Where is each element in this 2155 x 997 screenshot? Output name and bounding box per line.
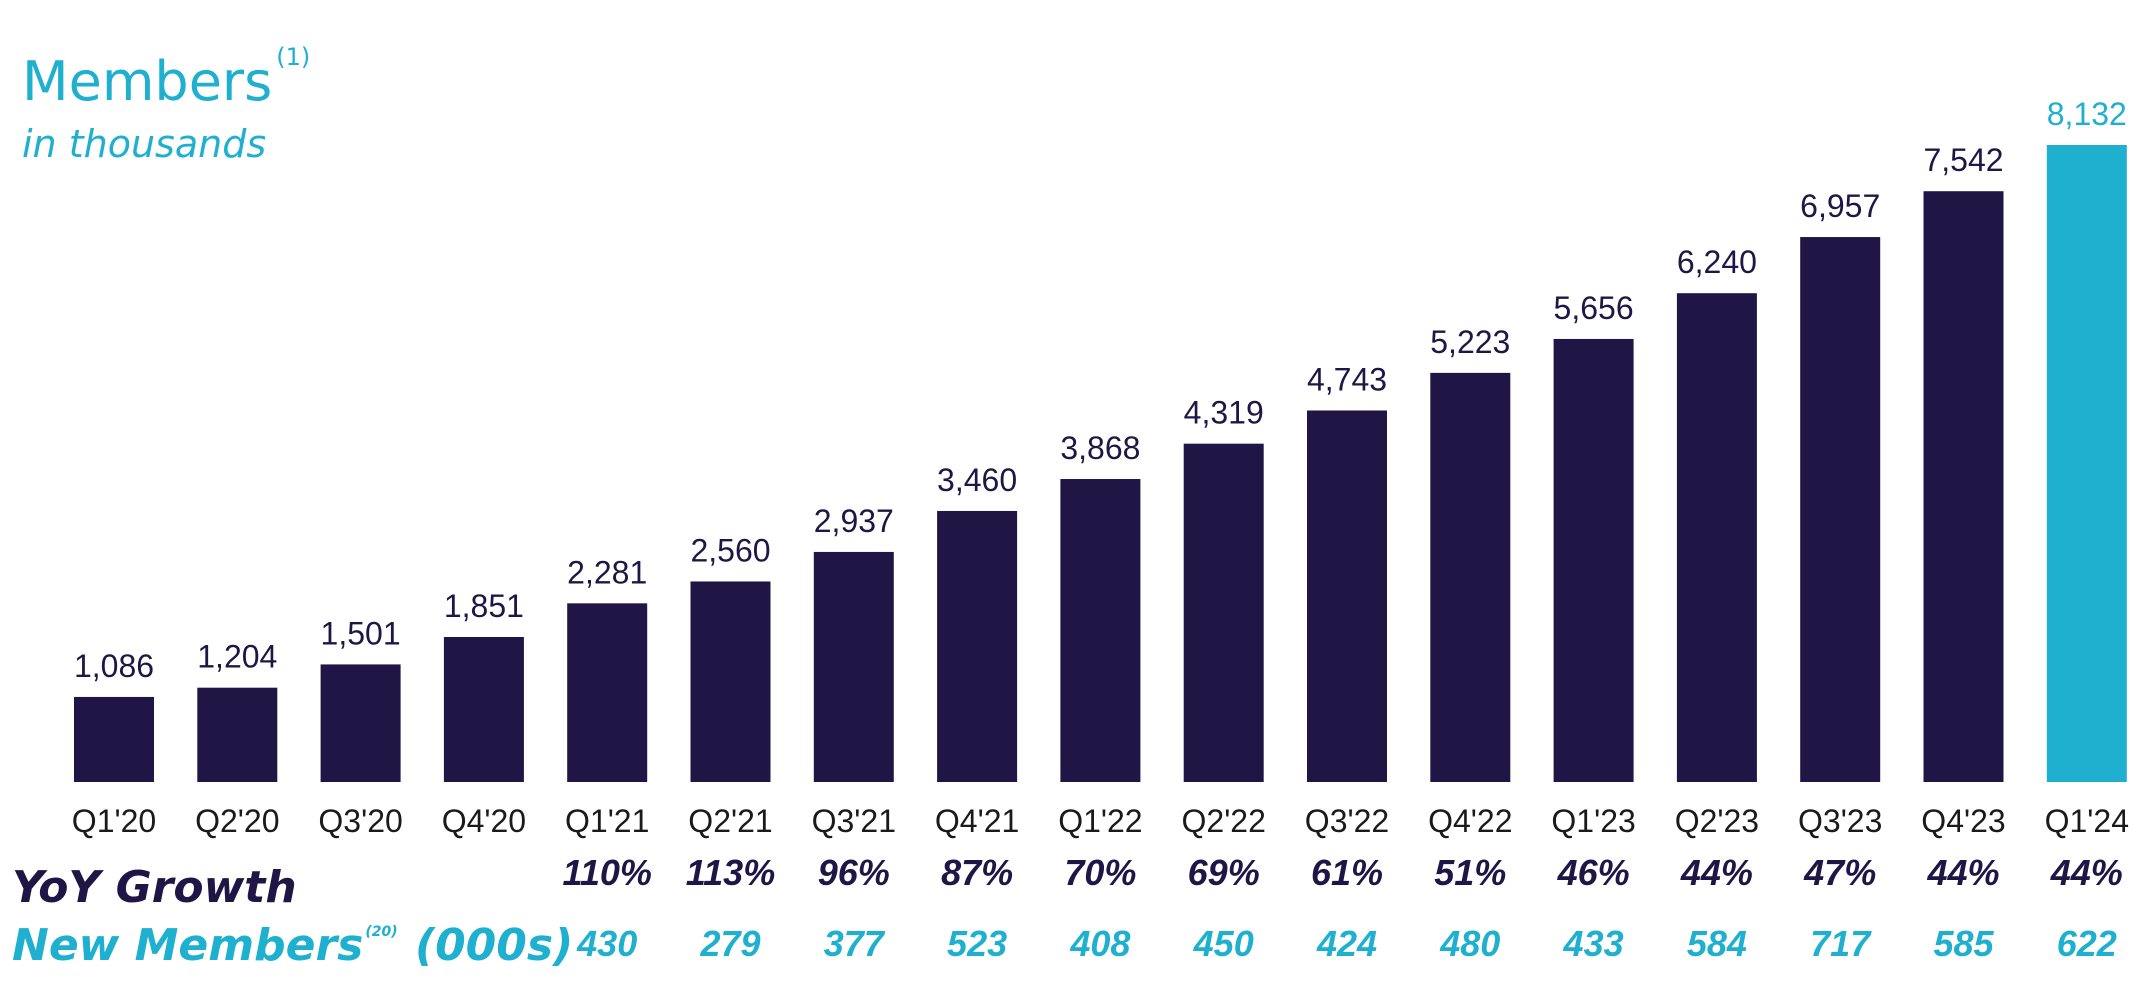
new-members-5: 279	[699, 923, 760, 964]
title-footnote: (1)	[276, 43, 311, 71]
yoy-growth-16: 44%	[2050, 852, 2123, 893]
value-label-10: 4,743	[1307, 361, 1387, 397]
yoy-growth-15: 44%	[1926, 852, 1999, 893]
value-label-9: 4,319	[1184, 395, 1264, 431]
new-members-6: 377	[824, 923, 886, 964]
yoy-growth-5: 113%	[686, 852, 775, 893]
bar-11	[1430, 372, 1511, 782]
value-label-14: 6,957	[1800, 188, 1880, 224]
bar-1	[197, 687, 278, 782]
yoy-growth-6: 96%	[818, 852, 890, 893]
value-label-3: 1,851	[444, 588, 524, 624]
category-label-5: Q2'21	[688, 803, 772, 839]
value-label-12: 5,656	[1554, 290, 1634, 326]
chart-subtitle: in thousands	[22, 122, 267, 166]
new-members-footnote: (20)	[365, 924, 398, 940]
yoy-growth-8: 70%	[1064, 852, 1136, 893]
value-label-8: 3,868	[1060, 430, 1140, 466]
value-label-7: 3,460	[937, 462, 1017, 498]
bar-0	[74, 696, 154, 782]
new-members-7: 523	[947, 923, 1007, 964]
bar-6	[813, 551, 894, 782]
value-label-16: 8,132	[2047, 96, 2127, 132]
new-members-13: 584	[1687, 923, 1747, 964]
category-label-4: Q1'21	[565, 803, 649, 839]
bar-5	[690, 581, 771, 782]
value-label-6: 2,937	[814, 503, 894, 539]
bar-7	[937, 510, 1018, 782]
category-label-1: Q2'20	[195, 803, 279, 839]
new-members-11: 480	[1439, 923, 1500, 964]
yoy-growth-4: 110%	[562, 852, 651, 893]
new-members-16: 622	[2057, 923, 2117, 964]
category-label-2: Q3'20	[318, 803, 402, 839]
bar-14	[1800, 237, 1881, 782]
new-members-label-text: New Members	[12, 920, 364, 971]
new-members-9: 450	[1193, 923, 1254, 964]
bar-8	[1060, 479, 1141, 782]
yoy-growth-11: 51%	[1434, 852, 1506, 893]
yoy-growth-14: 47%	[1803, 852, 1876, 893]
yoy-growth-7: 87%	[941, 852, 1013, 893]
bar-13	[1676, 293, 1757, 782]
new-members-8: 408	[1069, 923, 1130, 964]
category-label-12: Q1'23	[1551, 803, 1635, 839]
category-label-8: Q1'22	[1058, 803, 1142, 839]
yoy-growth-label: YoY Growth	[12, 862, 297, 913]
new-members-label: New Members (20) (000s)	[12, 920, 573, 971]
new-members-14: 717	[1810, 923, 1872, 964]
bar-12	[1553, 338, 1634, 782]
category-label-11: Q4'22	[1428, 803, 1512, 839]
category-label-6: Q3'21	[812, 803, 896, 839]
new-members-15: 585	[1933, 923, 1994, 964]
value-label-11: 5,223	[1430, 324, 1510, 360]
new-members-12: 433	[1563, 923, 1624, 964]
bar-3	[443, 637, 524, 782]
category-label-7: Q4'21	[935, 803, 1019, 839]
new-members-unit: (000s)	[414, 920, 574, 971]
bar-15	[1923, 191, 2004, 782]
bar-9	[1183, 443, 1264, 782]
category-label-13: Q2'23	[1675, 803, 1759, 839]
chart-title: Members (1)	[22, 45, 310, 109]
value-label-1: 1,204	[197, 639, 277, 675]
value-label-0: 1,086	[74, 648, 154, 684]
bar-2	[320, 664, 401, 782]
bar-16	[2046, 145, 2127, 782]
category-label-3: Q4'20	[442, 803, 526, 839]
bar-4	[567, 603, 648, 782]
bar-10	[1307, 410, 1387, 782]
value-label-15: 7,542	[1923, 142, 2003, 178]
yoy-growth-12: 46%	[1557, 852, 1630, 893]
value-label-5: 2,560	[690, 532, 770, 568]
new-members-10: 424	[1316, 923, 1377, 964]
chart-title-text: Members	[22, 50, 273, 113]
new-members-4: 430	[576, 923, 637, 964]
value-label-2: 1,501	[321, 615, 401, 651]
category-label-9: Q2'22	[1182, 803, 1266, 839]
category-label-10: Q3'22	[1305, 803, 1389, 839]
yoy-growth-10: 61%	[1311, 852, 1383, 893]
category-label-16: Q1'24	[2045, 803, 2129, 839]
yoy-growth-9: 69%	[1188, 852, 1260, 893]
value-label-4: 2,281	[567, 554, 647, 590]
category-label-0: Q1'20	[72, 803, 156, 839]
category-label-14: Q3'23	[1798, 803, 1882, 839]
category-label-15: Q4'23	[1921, 803, 2005, 839]
value-label-13: 6,240	[1677, 244, 1757, 280]
yoy-growth-13: 44%	[1680, 852, 1753, 893]
